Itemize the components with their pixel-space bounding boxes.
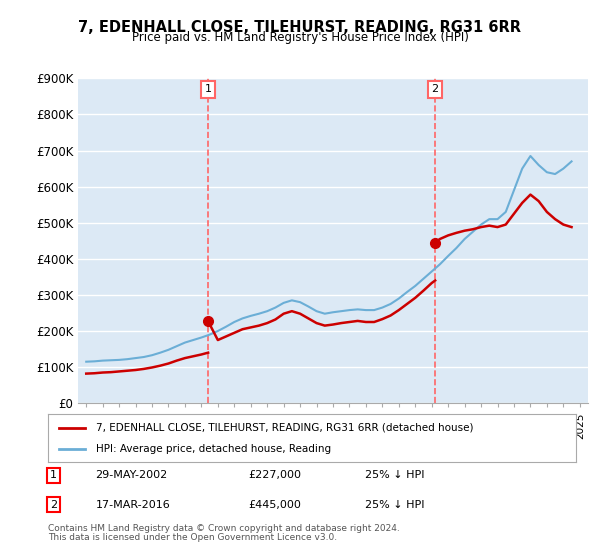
Text: 1: 1 (205, 84, 212, 94)
Text: HPI: Average price, detached house, Reading: HPI: Average price, detached house, Read… (95, 444, 331, 454)
Text: 7, EDENHALL CLOSE, TILEHURST, READING, RG31 6RR (detached house): 7, EDENHALL CLOSE, TILEHURST, READING, R… (95, 423, 473, 433)
Text: £445,000: £445,000 (248, 500, 302, 510)
Text: 25% ↓ HPI: 25% ↓ HPI (365, 500, 424, 510)
Text: 2: 2 (50, 500, 57, 510)
Text: 2: 2 (431, 84, 439, 94)
Text: 29-MAY-2002: 29-MAY-2002 (95, 470, 168, 480)
Text: £227,000: £227,000 (248, 470, 302, 480)
Text: 1: 1 (50, 470, 57, 480)
Text: Contains HM Land Registry data © Crown copyright and database right 2024.: Contains HM Land Registry data © Crown c… (48, 524, 400, 533)
Text: Price paid vs. HM Land Registry's House Price Index (HPI): Price paid vs. HM Land Registry's House … (131, 31, 469, 44)
Text: 7, EDENHALL CLOSE, TILEHURST, READING, RG31 6RR: 7, EDENHALL CLOSE, TILEHURST, READING, R… (79, 20, 521, 35)
Text: This data is licensed under the Open Government Licence v3.0.: This data is licensed under the Open Gov… (48, 533, 337, 542)
Text: 17-MAR-2016: 17-MAR-2016 (95, 500, 170, 510)
Text: 25% ↓ HPI: 25% ↓ HPI (365, 470, 424, 480)
